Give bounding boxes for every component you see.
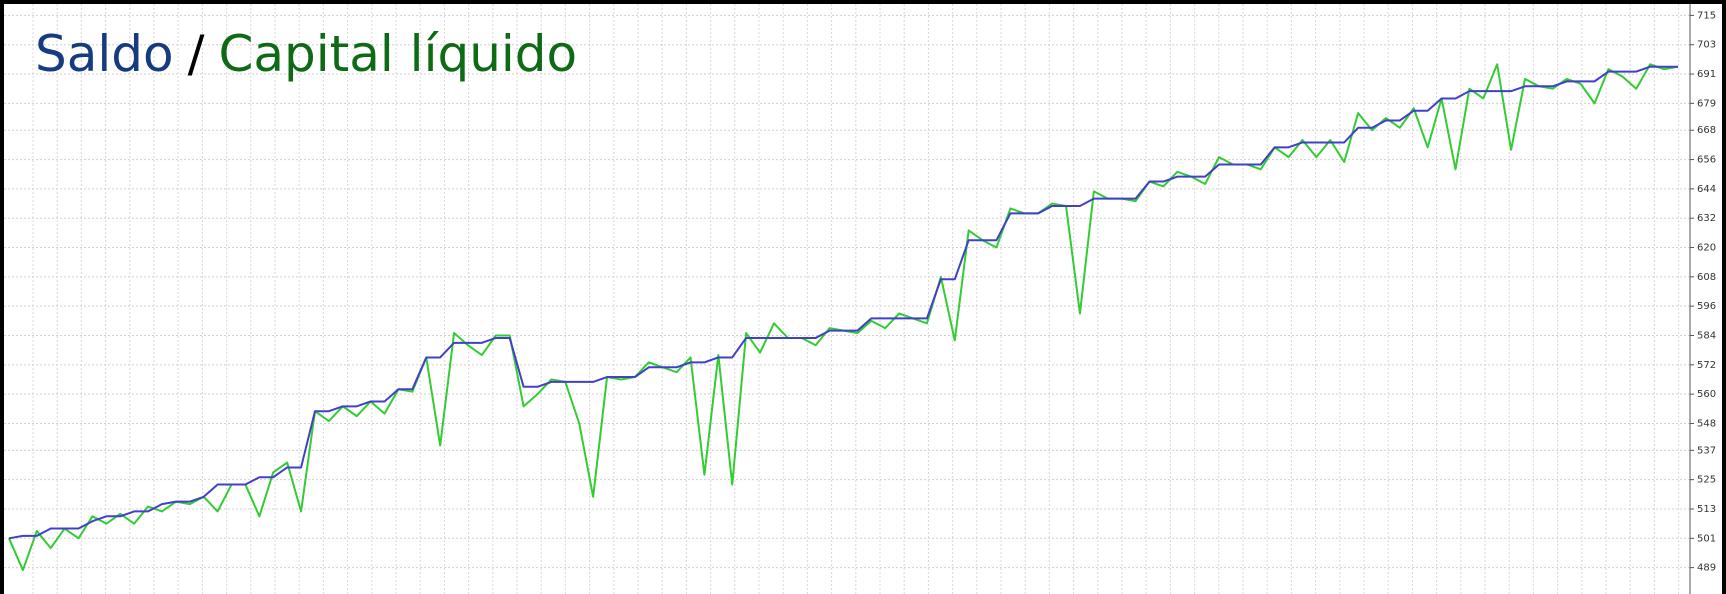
- background: [4, 4, 1722, 594]
- y-tick-label: 501: [1697, 533, 1716, 544]
- y-tick-label: 537: [1697, 445, 1716, 456]
- title-saldo: Saldo: [35, 25, 174, 83]
- y-tick-label: 620: [1697, 243, 1716, 254]
- y-tick-label: 668: [1697, 125, 1716, 136]
- y-tick-label: 596: [1697, 301, 1716, 312]
- y-tick-label: 691: [1697, 69, 1716, 80]
- y-tick-label: 525: [1697, 475, 1716, 486]
- y-tick-label: 584: [1697, 330, 1716, 341]
- y-tick-label: 656: [1697, 155, 1716, 166]
- y-tick-label: 679: [1697, 98, 1716, 109]
- y-tick-label: 644: [1697, 184, 1716, 195]
- y-tick-label: 632: [1697, 213, 1716, 224]
- plot: [4, 14, 1690, 572]
- y-tick-label: 489: [1697, 563, 1716, 574]
- y-tick-label: 703: [1697, 40, 1716, 51]
- title-equity: Capital líquido: [218, 25, 577, 83]
- y-tick-label: 715: [1697, 10, 1716, 21]
- title-separator: /: [188, 25, 205, 83]
- y-tick-label: 560: [1697, 389, 1716, 400]
- y-tick-label: 513: [1697, 504, 1716, 515]
- y-tick-label: 572: [1697, 360, 1716, 371]
- chart-title: Saldo / Capital líquido: [35, 25, 577, 83]
- y-tick-label: 608: [1697, 272, 1716, 283]
- y-tick-label: 548: [1697, 418, 1716, 429]
- series-line: [8, 65, 1678, 540]
